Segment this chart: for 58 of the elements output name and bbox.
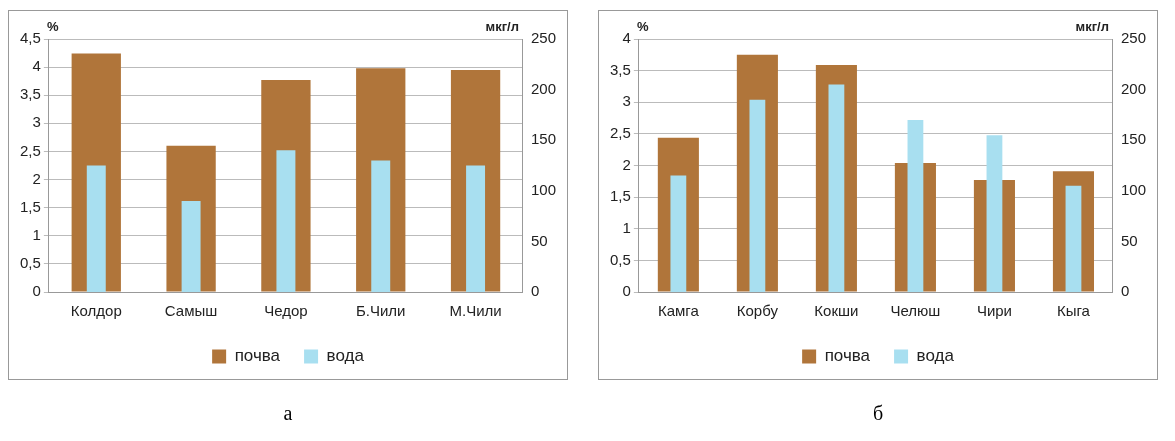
bar [86,165,106,292]
x-tick-label: Челюш [890,302,941,320]
y-tick-label: 3 [622,92,631,110]
y2-tick-label: 50 [1120,231,1138,249]
y-tick-label: 1 [622,218,631,236]
legend-label: почва [234,346,281,366]
y2-tick-label: 100 [1120,180,1146,198]
x-tick-label: Колдор [70,302,122,320]
bar [276,150,296,292]
y2-axis-title: мкг/л [1075,19,1109,35]
x-tick-label: Самыш [164,302,218,320]
x-tick-label: Камга [657,302,700,320]
legend-label: почва [824,346,871,366]
y-tick-label: 1,5 [609,187,631,205]
x-tick-label: Чири [976,302,1012,320]
y2-tick-label: 150 [530,130,556,148]
y2-tick-label: 150 [1120,130,1146,148]
y-tick-label: 3,5 [609,60,631,78]
bar [466,165,486,292]
y-axis-title: % [47,19,60,35]
y-tick-label: 2,5 [19,141,41,159]
y-tick-label: 0,5 [609,250,631,268]
text: б [872,402,884,425]
y2-tick-label: 0 [1120,282,1130,300]
bar [371,160,391,292]
x-tick-label: Б.Чили [355,302,406,320]
y-tick-label: 0 [622,282,631,300]
y2-tick-label: 250 [530,29,556,47]
y-tick-label: 3,5 [19,85,41,103]
y-tick-label: 4 [32,57,41,75]
x-tick-label: М.Чили [449,302,502,320]
x-tick-label: Чедор [264,302,308,320]
x-tick-label: Кокши [814,302,859,320]
x-tick-label: Кыга [1056,302,1091,320]
text: а [283,402,293,425]
y-tick-label: 0,5 [19,254,41,272]
y2-axis-title: мкг/л [485,19,519,35]
y2-tick-label: 0 [530,282,540,300]
bar [670,175,687,292]
y-tick-label: 3 [32,113,41,131]
y-tick-label: 1,5 [19,197,41,215]
y-tick-label: 1 [32,225,41,243]
y-tick-label: 2 [32,169,41,187]
y2-tick-label: 200 [530,79,556,97]
y-tick-label: 4 [622,29,631,47]
legend-label: вода [916,346,955,366]
y-tick-label: 2 [622,155,631,173]
y2-tick-label: 50 [530,231,548,249]
legend-label: вода [326,346,365,366]
y2-tick-label: 100 [530,180,556,198]
y2-tick-label: 200 [1120,79,1146,97]
y2-tick-label: 250 [1120,29,1146,47]
bar [181,200,201,292]
y-axis-title: % [637,19,650,35]
y-tick-label: 2,5 [609,124,631,142]
y-tick-label: 0 [32,282,41,300]
y-tick-label: 4,5 [19,29,41,47]
x-tick-label: Корбу [736,302,779,320]
